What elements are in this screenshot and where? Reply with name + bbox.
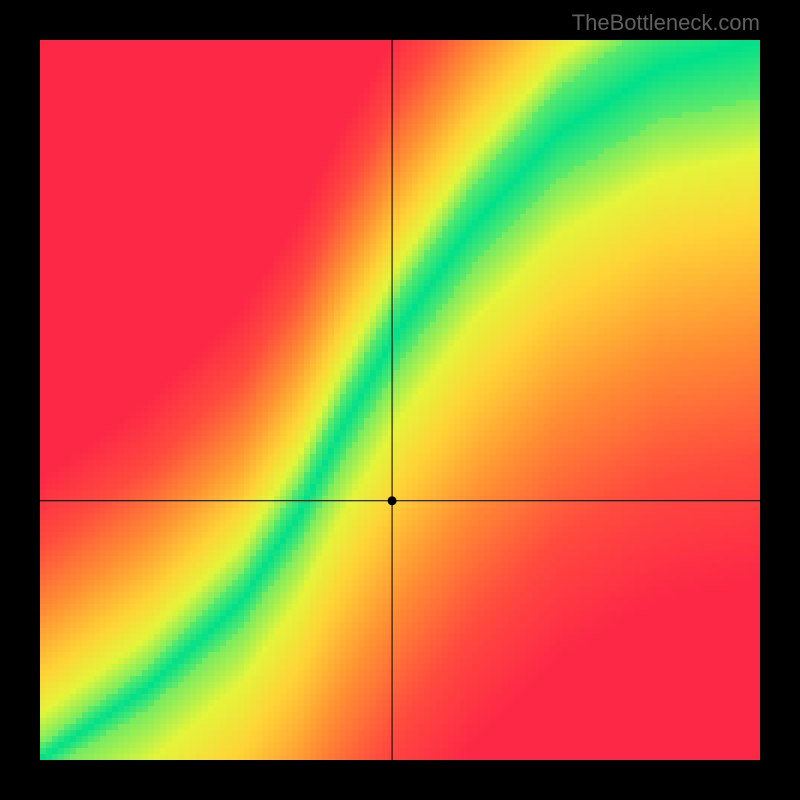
crosshair-overlay — [40, 40, 760, 760]
chart-container: TheBottleneck.com — [0, 0, 800, 800]
crosshair-marker — [388, 496, 397, 505]
watermark-text: TheBottleneck.com — [572, 10, 760, 36]
